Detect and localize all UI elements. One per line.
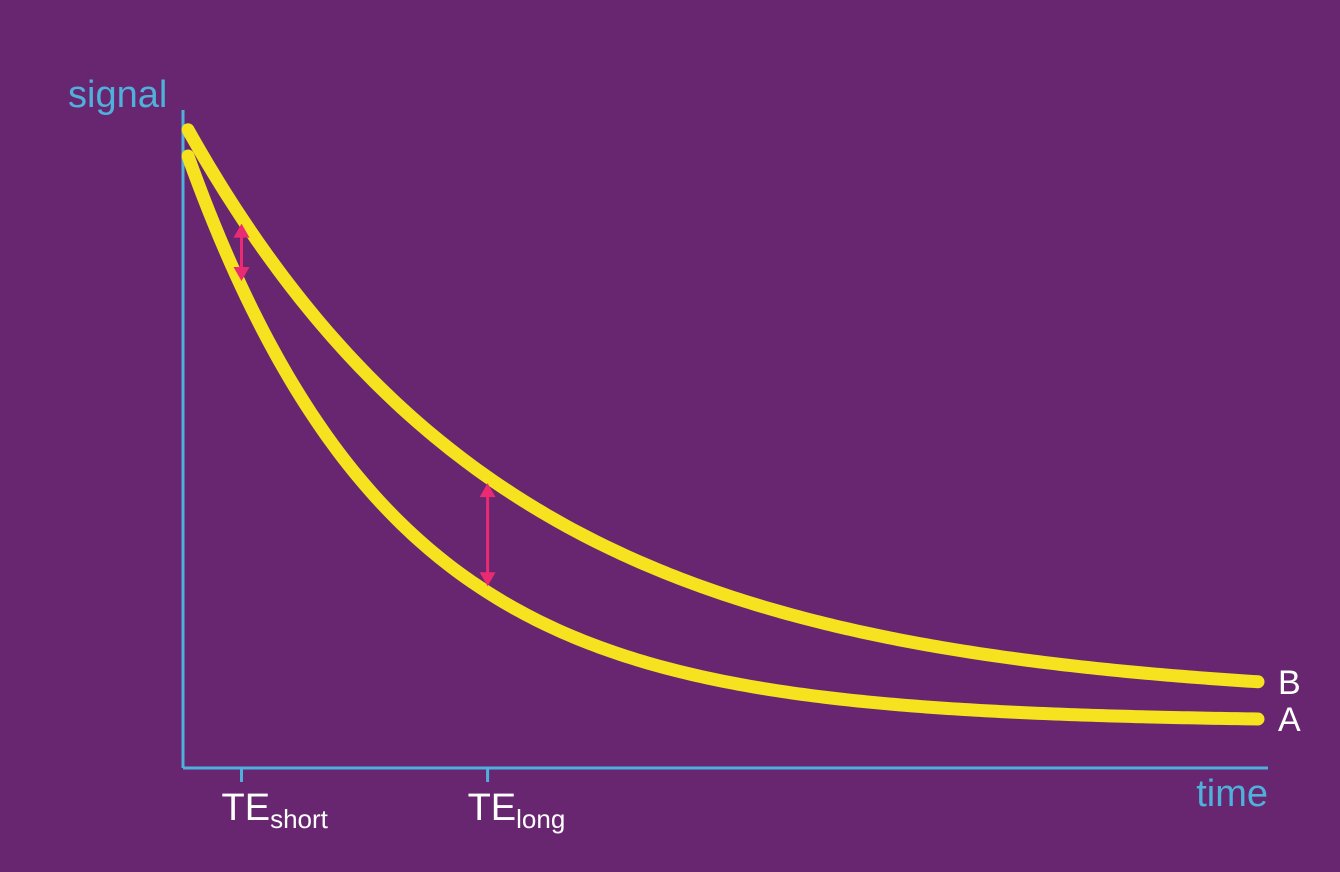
x-tick-label-short: TEshort xyxy=(222,787,329,834)
x-tick-label-long: TElong xyxy=(468,787,566,834)
x-axis-label: time xyxy=(1196,773,1268,815)
series-curves xyxy=(181,123,1265,726)
series-label-b: B xyxy=(1278,664,1301,702)
curve-a xyxy=(181,149,1265,726)
series-labels: AB xyxy=(1278,664,1301,739)
y-axis-label: signal xyxy=(68,74,167,116)
difference-arrow-1 xyxy=(233,223,250,281)
x-ticks: TEshort TElong xyxy=(222,768,566,834)
difference-arrow-2 xyxy=(479,483,496,587)
curve-b xyxy=(181,123,1265,689)
series-label-a: A xyxy=(1278,701,1301,739)
difference-arrows xyxy=(233,223,496,587)
